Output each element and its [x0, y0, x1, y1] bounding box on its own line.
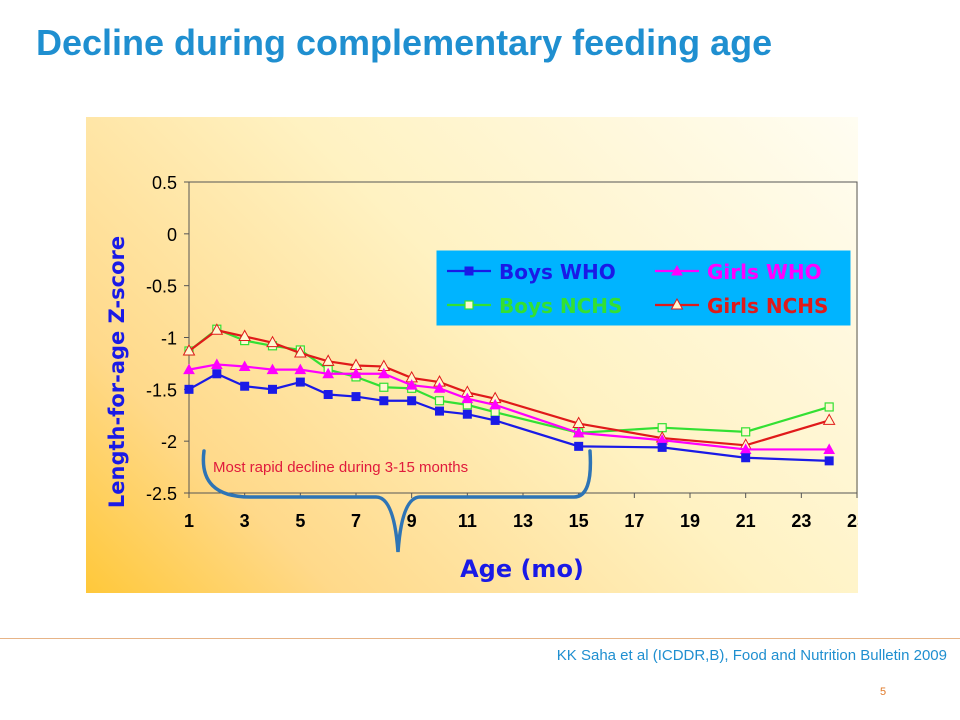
x-tick-label: 19	[680, 511, 700, 531]
x-tick-label: 23	[791, 511, 811, 531]
legend-item-boys-nchs: Boys NCHS	[447, 294, 622, 318]
series-boys-nchs	[184, 324, 834, 438]
data-point-girls-who	[823, 443, 836, 454]
data-point-boys-who	[490, 415, 500, 425]
data-point-boys-nchs	[434, 396, 445, 406]
data-point-girls-nchs	[182, 343, 196, 356]
data-point-boys-who	[240, 381, 250, 391]
legend-swatch-marker	[464, 266, 474, 276]
series-girls-who	[183, 358, 836, 454]
data-point-boys-who	[379, 396, 389, 406]
legend-label: Girls NCHS	[707, 294, 828, 318]
legend-item-girls-who: Girls WHO	[655, 260, 822, 284]
x-tick-label: 5	[295, 511, 305, 531]
data-point-girls-nchs	[822, 413, 836, 425]
series-boys-who	[184, 369, 834, 466]
data-point-boys-who	[323, 390, 333, 400]
y-tick-label: -0.5	[146, 277, 177, 297]
data-point-girls-who	[377, 367, 390, 379]
data-point-boys-who	[184, 384, 194, 394]
plot-area-frame	[188, 181, 858, 494]
data-point-girls-who	[238, 360, 251, 372]
x-axis-title: Age (mo)	[460, 555, 584, 583]
data-point-girls-nchs	[321, 354, 335, 366]
line-chart: 0.50-0.5-1-1.5-2-2.51 3 5 7 9 11 13 15 17 19 21 23 2…	[105, 173, 858, 583]
data-point-girls-nchs	[210, 323, 224, 335]
citation-text: KK Saha et al (ICDDR,B), Food and Nutrit…	[556, 647, 947, 664]
x-tick-label: 1	[184, 511, 194, 531]
legend-label: Boys WHO	[499, 260, 616, 284]
data-point-girls-nchs	[266, 335, 279, 348]
x-tick-label: 15	[569, 511, 589, 531]
chart-panel: 0.5 0 -0.5 -1 -1.5 -2 -2.5 1 3 5 7 9 11 13 15 17 19 21 23 2…	[86, 117, 858, 593]
x-tick-label: 11	[458, 511, 477, 531]
y-tick-label: -1.5	[146, 380, 177, 400]
x-tick-label: 7	[351, 511, 361, 531]
data-point-boys-who	[824, 456, 834, 466]
y-tick-label: -2	[161, 432, 177, 452]
legend-label: Girls WHO	[707, 260, 822, 284]
data-point-girls-nchs	[238, 329, 252, 341]
data-point-girls-who	[294, 363, 307, 375]
data-point-boys-nchs	[824, 402, 834, 412]
data-point-girls-who	[266, 363, 279, 375]
series-girls-nchs	[182, 323, 836, 450]
x-tick-label: 9	[407, 511, 417, 531]
page-number: 5	[880, 686, 887, 698]
annotation-label: Most rapid decline during 3-15 months	[213, 459, 468, 476]
data-point-boys-nchs	[379, 382, 389, 392]
data-point-girls-who	[322, 367, 335, 379]
data-point-girls-who	[572, 426, 585, 438]
data-point-boys-nchs	[657, 423, 667, 433]
data-point-boys-who	[212, 369, 222, 379]
y-tick-label: -2.5	[146, 484, 177, 504]
y-tick-label: 0	[167, 225, 177, 245]
x-tick-label: 17	[624, 511, 644, 531]
series-line-girls-nchs	[188, 329, 830, 447]
series-line-boys-nchs	[188, 327, 830, 434]
legend-swatch-marker	[670, 297, 684, 310]
footer-divider	[0, 638, 960, 639]
y-axis-title: Length-for-age Z-score	[105, 236, 129, 508]
y-tick-label: -1	[161, 329, 177, 349]
legend-item-boys-who: Boys WHO	[447, 260, 616, 284]
legend-swatch-marker	[671, 264, 683, 276]
data-point-girls-who	[405, 379, 418, 390]
legend-swatch-marker	[464, 300, 474, 310]
annotation-bracket	[201, 449, 593, 553]
data-point-girls-who	[350, 367, 362, 379]
x-tick-label: 13	[513, 511, 533, 531]
data-point-boys-nchs	[741, 427, 751, 437]
x-tick-label: 3	[240, 511, 250, 531]
data-point-girls-who	[433, 382, 446, 393]
data-point-boys-who	[741, 453, 751, 463]
data-point-girls-nchs	[293, 346, 307, 358]
data-point-boys-who	[351, 392, 361, 402]
series-line-boys-who	[188, 372, 830, 462]
data-point-girls-who	[183, 363, 195, 375]
y-tick-label: 0.5	[152, 173, 177, 193]
legend-box	[436, 250, 851, 326]
data-point-girls-who	[489, 398, 502, 410]
x-tick-label: 21	[736, 511, 756, 531]
data-point-boys-who	[407, 396, 417, 406]
legend-item-girls-nchs: Girls NCHS	[655, 294, 828, 318]
series-line-girls-who	[188, 363, 830, 451]
legend-label: Boys NCHS	[499, 294, 622, 318]
slide-title: Decline during complementary feeding age	[36, 22, 773, 63]
data-point-boys-who	[657, 442, 667, 452]
data-point-girls-who	[461, 392, 474, 404]
data-point-boys-who	[435, 406, 444, 416]
data-point-boys-who	[295, 377, 305, 387]
data-point-boys-who	[462, 409, 472, 419]
x-tick-label: 25	[847, 511, 858, 531]
data-point-girls-who	[210, 358, 223, 369]
data-point-boys-who	[268, 384, 277, 394]
data-point-boys-who	[574, 441, 584, 451]
